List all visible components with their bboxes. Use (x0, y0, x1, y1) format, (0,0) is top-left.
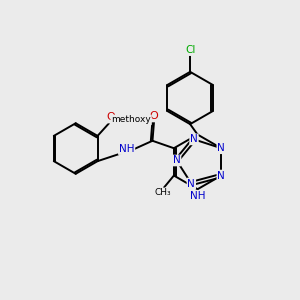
Text: O: O (150, 111, 158, 122)
Text: CH₃: CH₃ (154, 188, 171, 197)
Text: N: N (173, 155, 181, 166)
Text: N: N (188, 178, 195, 188)
Text: methoxy: methoxy (111, 115, 151, 124)
Text: NH: NH (119, 144, 134, 154)
Text: N: N (218, 171, 225, 181)
Text: NH: NH (190, 191, 205, 201)
Text: N: N (190, 134, 198, 144)
Text: O: O (106, 112, 115, 122)
Text: N: N (218, 143, 225, 153)
Text: Cl: Cl (185, 45, 195, 55)
